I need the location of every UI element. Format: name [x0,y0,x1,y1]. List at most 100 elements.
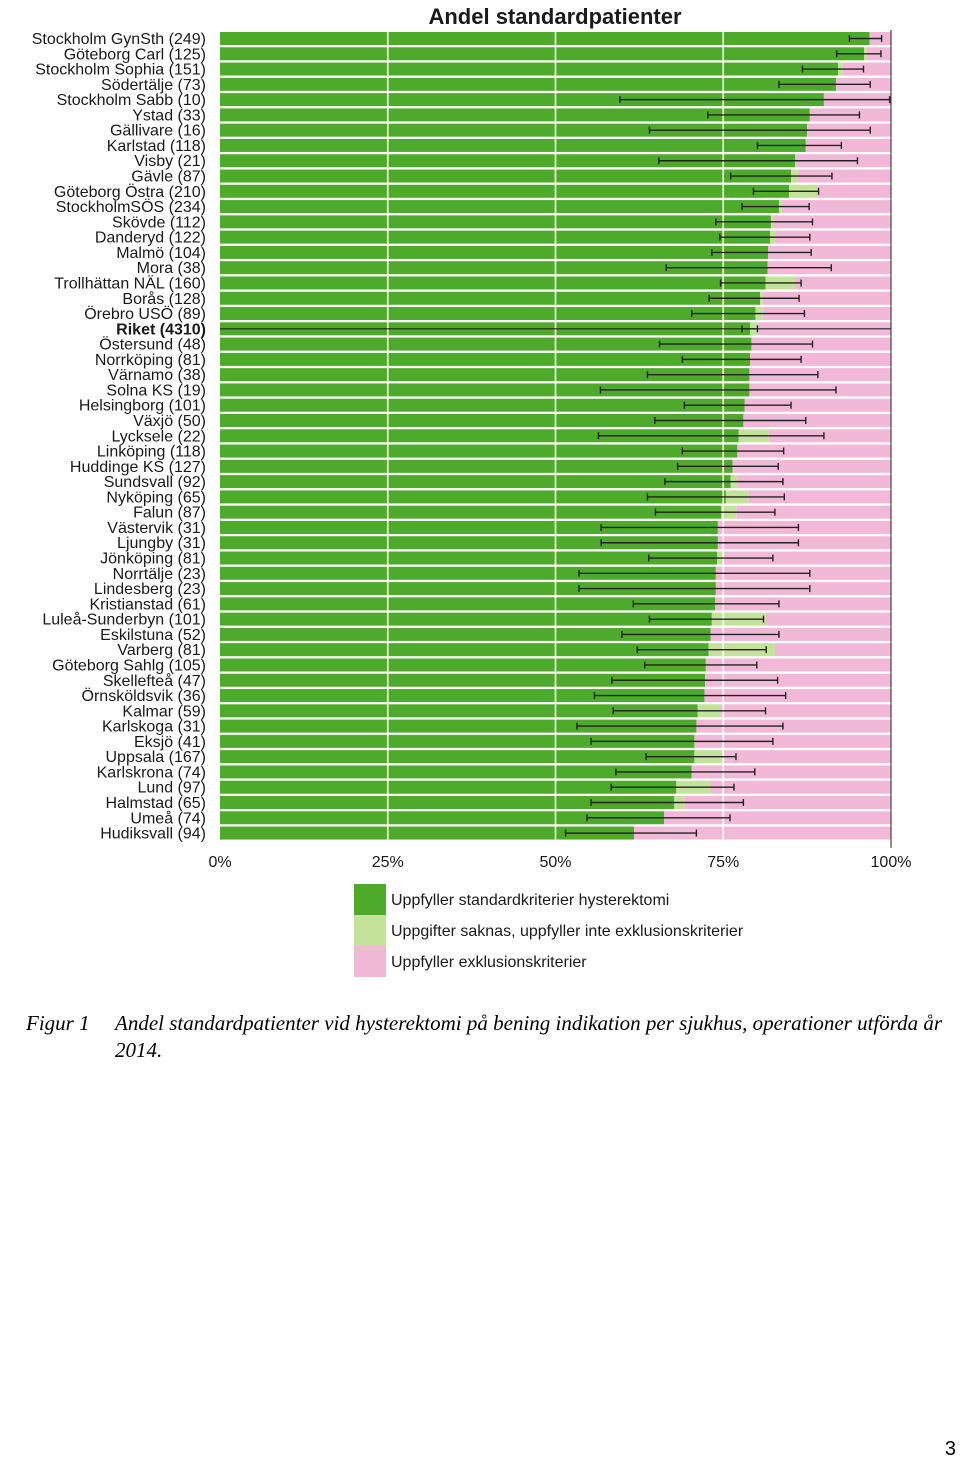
x-tick-label: 75% [707,854,739,871]
bar-segment-exclusion [722,551,891,565]
bar-segment-standard [220,444,738,458]
bar-segment-exclusion [762,307,891,321]
bar-segment-standard [220,658,706,672]
category-label: Umeå (74) [130,809,206,827]
bar-segment-standard [220,245,769,259]
x-tick-label: 0% [208,854,231,871]
bar-segment-standard [220,291,761,305]
category-label: Sundsvall (92) [104,474,206,491]
category-label: Stockholm Sophia (151) [35,62,206,79]
category-label: Örebro USÖ (89) [84,305,206,323]
bar-segment-exclusion [704,689,891,703]
bar-segment-standard [220,673,706,687]
bar-segment-exclusion [774,643,891,657]
category-labels-group: Stockholm GynSth (249)Göteborg Carl (125… [32,31,206,843]
figure-label: Figur 1 [26,1011,90,1035]
category-label: Trollhättan NÄL (160) [54,274,206,292]
category-label: Nyköping (65) [106,489,206,506]
bars-group [220,32,891,840]
bar-segment-standard [220,215,771,229]
bar-segment-exclusion [842,62,891,76]
category-label: Göteborg Sahlg (105) [52,657,206,674]
bar-segment-standard [220,536,718,550]
bar-segment-standard [220,261,768,275]
x-tick-label: 100% [871,854,912,871]
bar-segment-standard [220,490,726,504]
bar-segment-standard [220,352,751,366]
legend-swatch [354,915,386,946]
bar-segment-exclusion [768,429,891,443]
bar-segment-exclusion [744,398,891,412]
category-label: Stockholm Sabb (10) [57,92,206,109]
category-label: Danderyd (122) [95,230,206,247]
category-label: Uppsala (167) [106,749,207,766]
page-number: 3 [944,1438,956,1460]
category-label: Eksjö (41) [134,734,206,751]
bar-segment-standard [220,138,806,152]
category-label: Skövde (112) [112,214,206,231]
category-label: Gällivare (16) [110,123,206,140]
bar-segment-standard [220,383,750,397]
category-label: Halmstad (65) [106,795,206,812]
category-label: Malmö (104) [116,245,206,262]
legend-label: Uppgifter saknas, uppfyller inte exklusi… [391,923,744,940]
bar-segment-exclusion [751,337,891,351]
category-label: Karlskrona (74) [97,764,206,781]
category-label: Luleå-Sunderbyn (101) [42,611,206,629]
bar-segment-exclusion [732,459,891,473]
bar-segment-exclusion [691,765,891,779]
category-label: Falun (87) [133,505,206,522]
bar-segment-standard [220,62,838,76]
bar-segment-exclusion [795,276,891,290]
bar-segment-exclusion [817,184,891,198]
bar-segment-standard [220,597,716,611]
bar-segment-exclusion [720,704,891,718]
category-label: Varberg (81) [117,642,206,659]
bar-segment-standard [220,475,731,489]
x-tick-labels-group: 0% 25% 50% 75% 100% [208,854,911,871]
legend-swatch [354,884,386,915]
category-label: Lindesberg (23) [94,581,206,598]
bar-segment-standard [220,765,692,779]
legend-label: Uppfyller exklusionskriterier [391,954,587,971]
bar-segment-exclusion [710,780,891,794]
bar-segment-standard [220,796,675,809]
bar-segment-exclusion [805,138,891,152]
bar-segment-standard [220,77,836,91]
category-label: Gävle (87) [131,169,206,186]
category-label: Stockholm GynSth (249) [32,31,206,48]
bar-segment-standard [220,429,739,443]
category-label: Riket (4310) [116,321,206,338]
category-label: Helsingborg (101) [79,398,206,415]
bar-segment-standard [220,566,716,580]
category-label: Göteborg Carl (125) [64,46,206,63]
bar-segment-exclusion [798,169,891,183]
category-label: Ljungby (31) [117,535,206,552]
bar-segment-standard [220,276,766,290]
bar-segment-standard [220,505,722,519]
bar-segment-standard [220,750,695,764]
bar-segment-standard [220,47,865,61]
category-label: Linköping (118) [97,444,206,461]
bar-segment-exclusion [775,230,891,244]
bar-segment-exclusion [717,520,891,534]
bar-segment-standard [220,780,677,794]
bar-segment-standard [220,627,711,641]
bar-segment-standard [220,337,752,351]
bar-segment-exclusion [715,597,891,611]
category-label: Södertälje (73) [101,77,206,94]
bar-segment-exclusion [705,673,891,687]
bar-segment-standard [220,307,756,321]
category-label: Karlskoga (31) [102,719,206,736]
bar-segment-standard [220,459,733,473]
bar-segment-exclusion [717,536,891,550]
category-label: Norrtälje (23) [113,566,206,583]
bar-segment-standard [220,398,745,412]
category-label: Västervik (31) [107,520,206,537]
category-label: Norrköping (81) [95,352,206,369]
bar-segment-standard [220,520,718,534]
bar-segment-standard [220,689,705,703]
bar-segment-standard [220,200,779,214]
category-label: StockholmSÖS (234) [56,198,206,216]
bar-segment-standard [220,368,750,382]
